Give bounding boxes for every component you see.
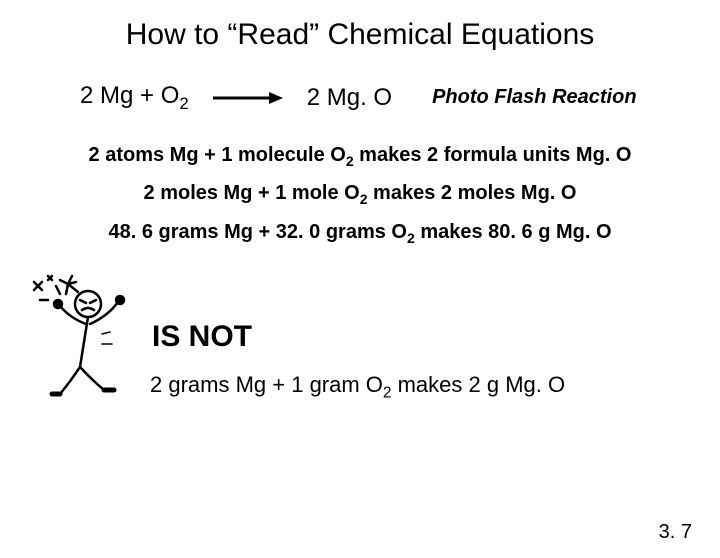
equation-row: 2 Mg + O2 2 Mg. O Photo Flash Reaction — [80, 82, 720, 114]
frustrated-figure-icon — [30, 272, 140, 402]
reading-grams-b: makes 80. 6 g Mg. O — [415, 221, 612, 243]
reading-moles-sub: 2 — [360, 191, 368, 207]
products: 2 Mg. O — [307, 84, 392, 112]
wrong-a: 2 grams Mg + 1 gram O — [150, 372, 383, 397]
reading-moles-b: makes 2 moles Mg. O — [368, 182, 577, 204]
reading-atoms-sub: 2 — [346, 153, 354, 169]
reading-atoms-a: 2 atoms Mg + 1 molecule O — [89, 144, 346, 166]
wrong-b: makes 2 g Mg. O — [391, 372, 565, 397]
reactants: 2 Mg + O2 — [80, 82, 189, 114]
reading-grams-sub: 2 — [407, 230, 415, 246]
wrong-reading: 2 grams Mg + 1 gram O2 makes 2 g Mg. O — [150, 372, 720, 402]
readings-block: 2 atoms Mg + 1 molecule O2 makes 2 formu… — [0, 136, 720, 252]
slide-title: How to “Read” Chemical Equations — [0, 18, 720, 52]
page-number: 3. 7 — [659, 521, 692, 544]
equation-caption: Photo Flash Reaction — [432, 86, 636, 109]
reaction-arrow-icon — [213, 91, 283, 105]
is-not-label: IS NOT — [152, 320, 252, 354]
reading-atoms: 2 atoms Mg + 1 molecule O2 makes 2 formu… — [0, 136, 720, 175]
reactants-text: 2 Mg + O — [80, 82, 179, 109]
reading-moles: 2 moles Mg + 1 mole O2 makes 2 moles Mg.… — [0, 174, 720, 213]
reading-grams-a: 48. 6 grams Mg + 32. 0 grams O — [108, 221, 406, 243]
reactants-sub: 2 — [179, 94, 188, 113]
reading-atoms-b: makes 2 formula units Mg. O — [354, 144, 632, 166]
reading-moles-a: 2 moles Mg + 1 mole O — [144, 182, 360, 204]
reading-grams: 48. 6 grams Mg + 32. 0 grams O2 makes 80… — [0, 213, 720, 252]
